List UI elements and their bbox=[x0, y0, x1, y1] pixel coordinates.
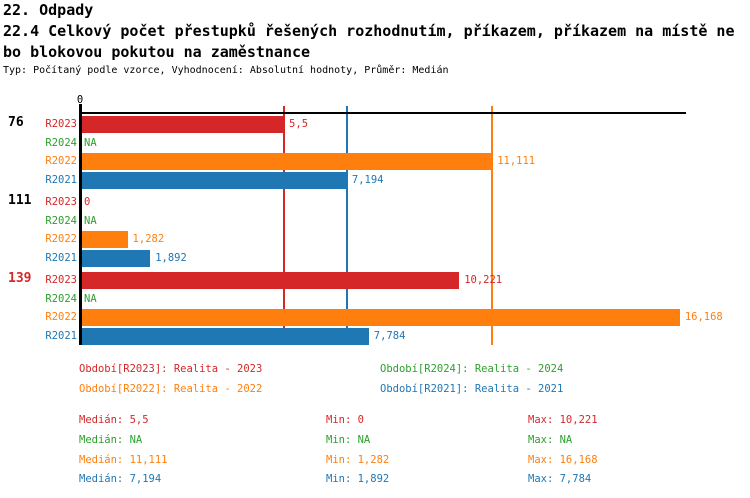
legend-item-r2021: Období[R2021]: Realita - 2021 bbox=[380, 383, 564, 395]
series-label-r2021: R2021 bbox=[45, 330, 77, 343]
stat-max-r2024: Max: NA bbox=[528, 434, 573, 446]
median-line-r2021 bbox=[346, 106, 348, 345]
bar-r2022 bbox=[81, 309, 680, 326]
bar-value-label: 1,282 bbox=[132, 233, 165, 246]
stat-median-r2022: Medián: 11,111 bbox=[79, 454, 168, 466]
axis-tick-label-zero: 0 bbox=[76, 94, 84, 106]
bar-value-label: 0 bbox=[84, 196, 91, 208]
stat-min-r2024: Min: NA bbox=[326, 434, 371, 446]
series-label-r2022: R2022 bbox=[45, 233, 77, 246]
series-label-r2022: R2022 bbox=[45, 155, 77, 168]
bar-r2023 bbox=[81, 272, 460, 289]
indicator-title-line1: 22.4 Celkový počet přestupků řešených ro… bbox=[3, 22, 735, 40]
bar-value-label: 11,111 bbox=[497, 155, 536, 168]
bar-value-label: NA bbox=[84, 214, 97, 227]
stat-median-r2021: Medián: 7,194 bbox=[79, 473, 162, 485]
bar-r2021 bbox=[81, 250, 151, 267]
bar-r2023 bbox=[81, 116, 285, 133]
legend-item-r2022: Období[R2022]: Realita - 2022 bbox=[79, 383, 263, 395]
stat-min-r2023: Min: 0 bbox=[326, 414, 364, 426]
median-line-r2023 bbox=[283, 106, 285, 345]
series-label-r2022: R2022 bbox=[45, 311, 77, 324]
bar-value-label: NA bbox=[84, 136, 97, 149]
bar-r2022 bbox=[81, 153, 493, 170]
series-label-r2023: R2023 bbox=[45, 274, 77, 286]
stat-max-r2023: Max: 10,221 bbox=[528, 414, 598, 426]
bar-r2022 bbox=[81, 231, 128, 248]
bar-value-label: 7,784 bbox=[373, 330, 406, 343]
bar-value-label: 16,168 bbox=[684, 311, 723, 324]
series-label-r2024: R2024 bbox=[45, 214, 77, 227]
stat-max-r2022: Max: 16,168 bbox=[528, 454, 598, 466]
bar-value-label: NA bbox=[84, 292, 97, 305]
stat-min-r2022: Min: 1,282 bbox=[326, 454, 390, 466]
bar-r2021 bbox=[81, 172, 347, 189]
series-label-r2023: R2023 bbox=[45, 196, 77, 208]
series-label-r2024: R2024 bbox=[45, 292, 77, 305]
bar-value-label: 7,194 bbox=[351, 174, 384, 187]
series-label-r2021: R2021 bbox=[45, 252, 77, 265]
bar-value-label: 10,221 bbox=[464, 274, 503, 286]
group-label: 111 bbox=[8, 193, 32, 208]
median-line-r2022 bbox=[491, 106, 493, 345]
legend-item-r2023: Období[R2023]: Realita - 2023 bbox=[79, 363, 263, 375]
chapter-title: 22. Odpady bbox=[3, 1, 94, 19]
group-label: 76 bbox=[8, 115, 24, 130]
baseline-axis-line bbox=[80, 112, 686, 114]
category-axis-line bbox=[78, 104, 82, 345]
bar-value-label: 5,5 bbox=[289, 118, 309, 130]
series-label-r2024: R2024 bbox=[45, 136, 77, 149]
stat-median-r2024: Medián: NA bbox=[79, 434, 143, 446]
group-label: 139 bbox=[8, 271, 32, 286]
stat-max-r2021: Max: 7,784 bbox=[528, 473, 592, 485]
stat-min-r2021: Min: 1,892 bbox=[326, 473, 390, 485]
bar-value-label: 1,892 bbox=[155, 252, 187, 265]
series-label-r2023: R2023 bbox=[45, 118, 77, 130]
indicator-meta: Typ: Počítaný podle vzorce, Vyhodnocení:… bbox=[3, 65, 449, 76]
legend-item-r2024: Období[R2024]: Realita - 2024 bbox=[380, 363, 564, 375]
series-label-r2021: R2021 bbox=[45, 174, 77, 187]
indicator-title-line2: bo blokovou pokutou na zaměstnance bbox=[3, 43, 311, 61]
bar-r2021 bbox=[81, 328, 369, 345]
stat-median-r2023: Medián: 5,5 bbox=[79, 414, 149, 426]
